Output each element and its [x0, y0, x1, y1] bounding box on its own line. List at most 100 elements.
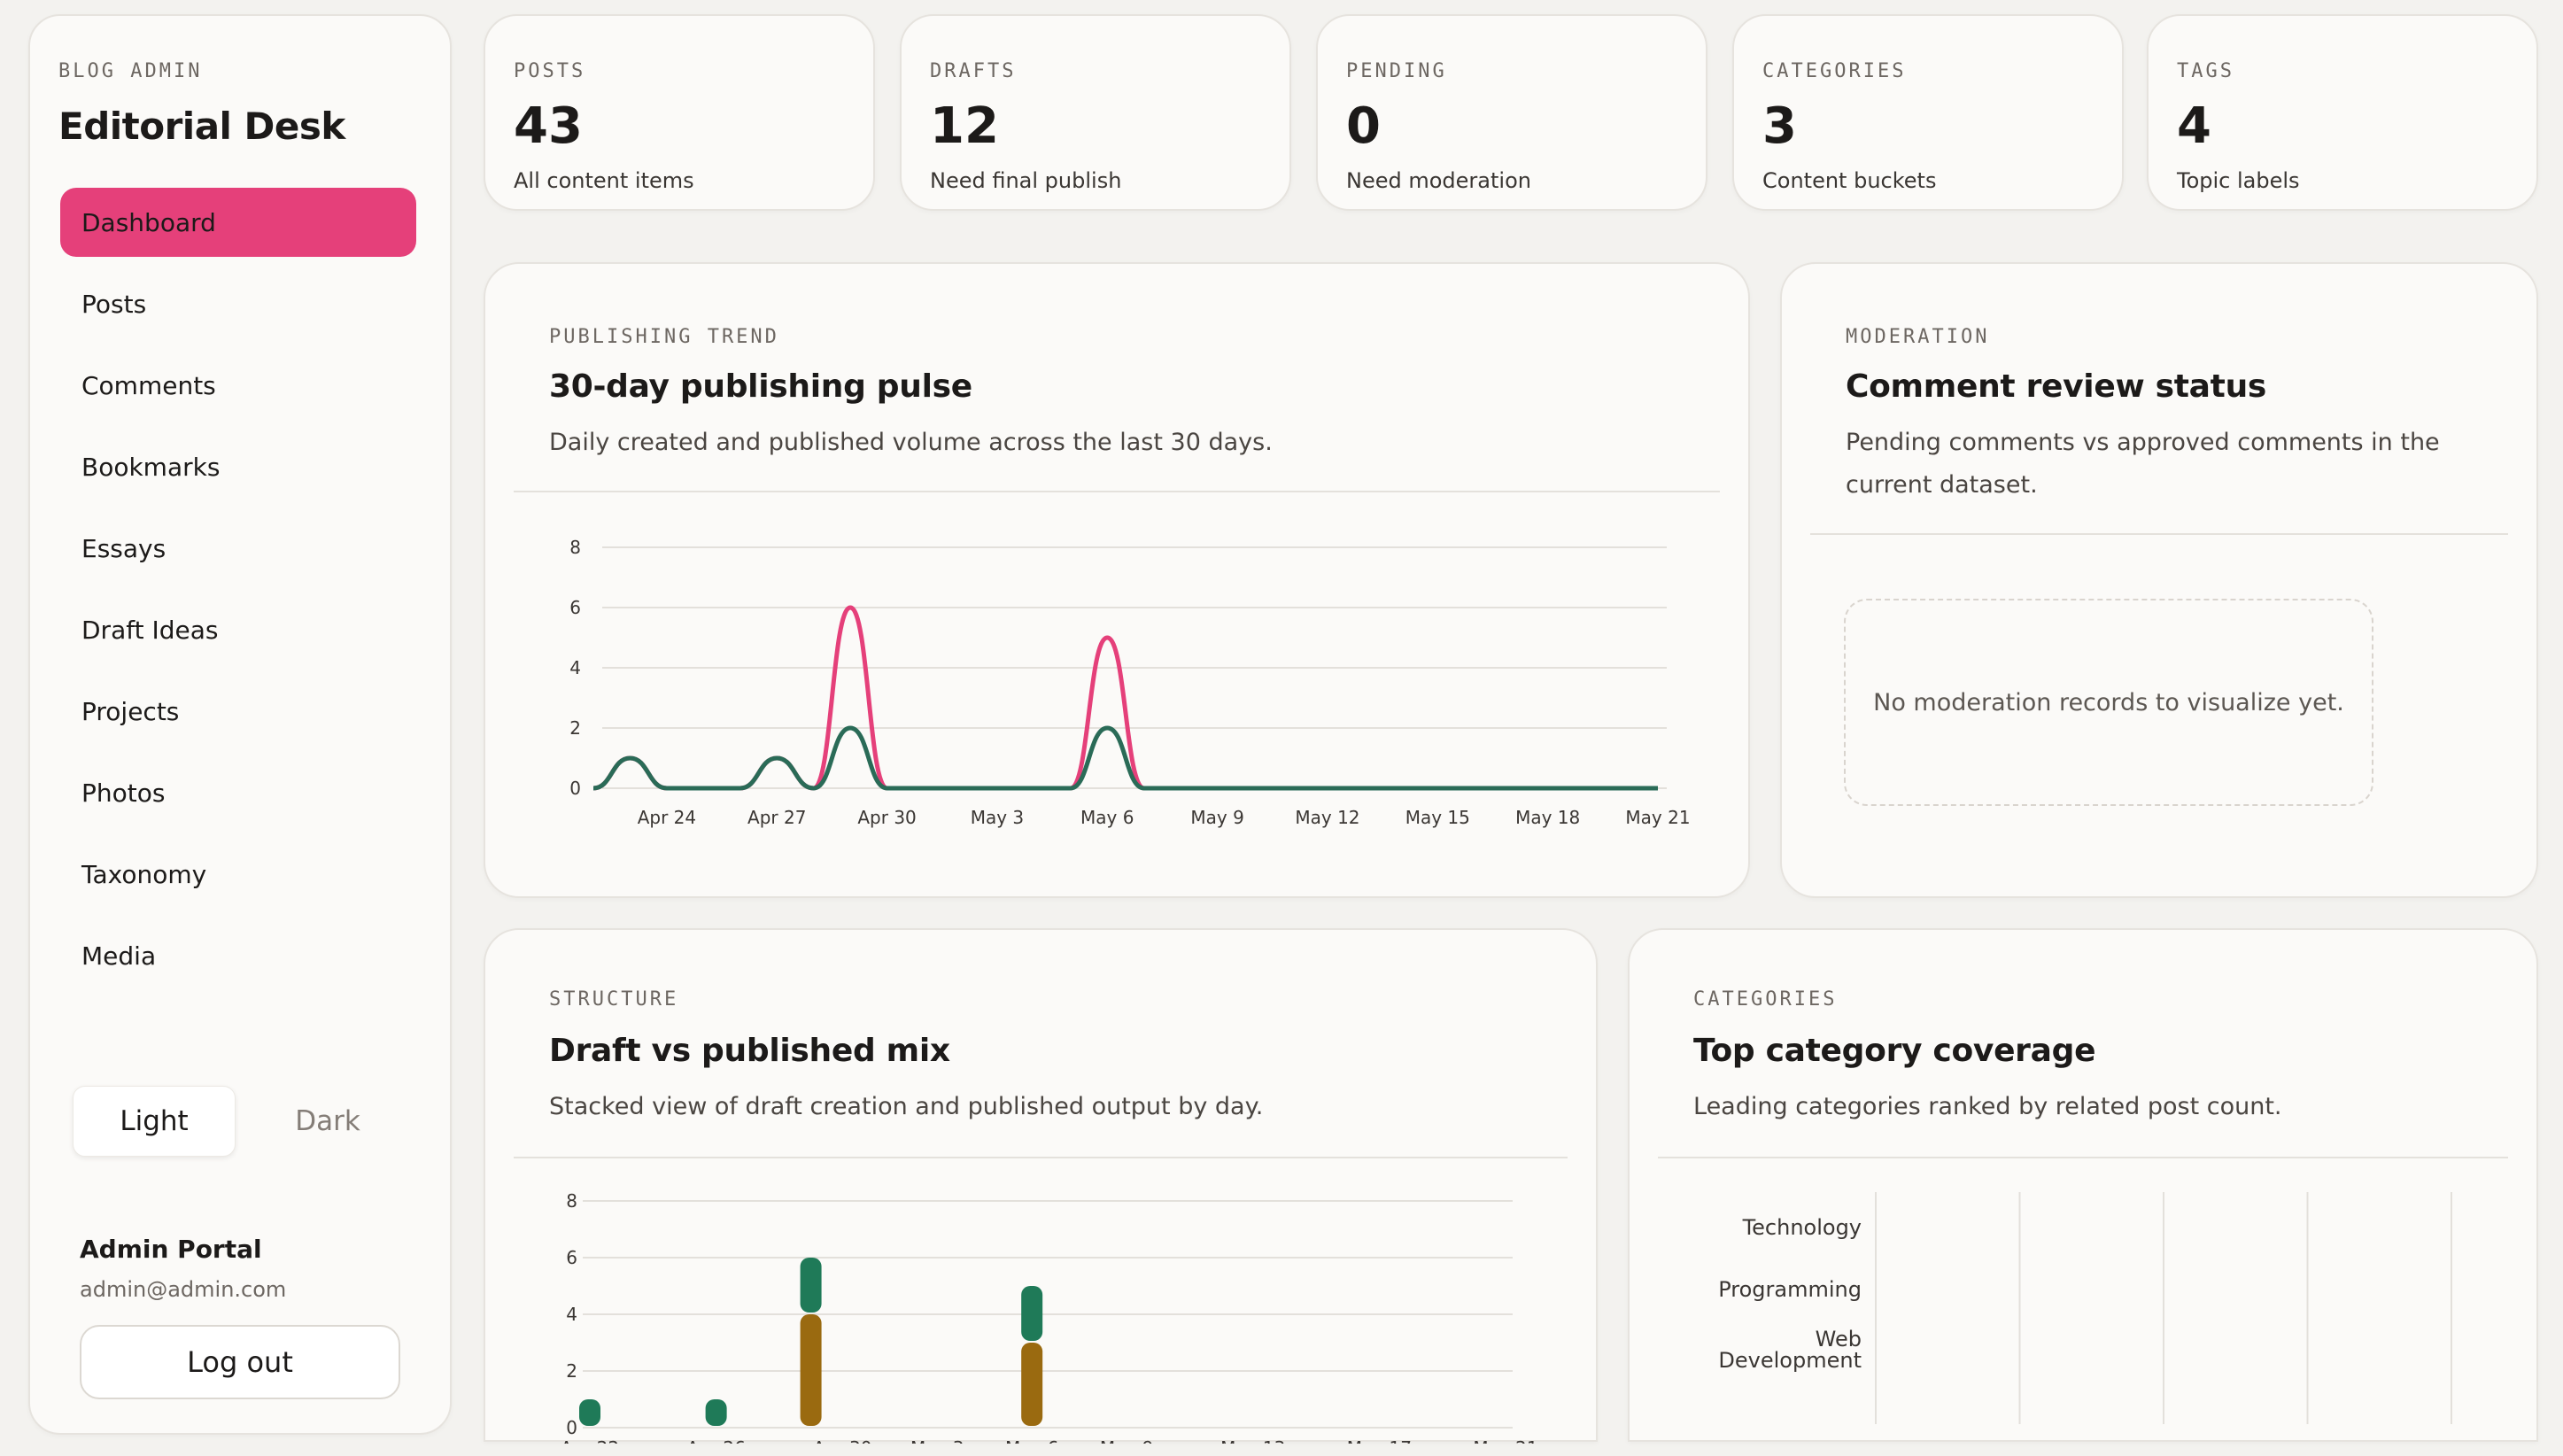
- nav-item-comments[interactable]: Comments: [81, 370, 216, 400]
- x-tick-label: 4: [2446, 1441, 2458, 1444]
- stat-card-posts: POSTS 43 All content items: [484, 14, 875, 211]
- stat-label: DRAFTS: [930, 60, 1017, 82]
- nav-item-media[interactable]: Media: [81, 941, 157, 971]
- category-label: Web: [1816, 1327, 1862, 1351]
- x-tick-label: May 12: [1295, 807, 1359, 828]
- stat-label: TAGS: [2177, 60, 2234, 82]
- x-tick-label: May 3: [910, 1437, 964, 1444]
- x-tick-label: May 13: [1220, 1437, 1285, 1444]
- stat-sub: All content items: [514, 168, 694, 193]
- stat-card-pending: PENDING 0 Need moderation: [1316, 14, 1707, 211]
- x-tick-label: May 9: [1100, 1437, 1153, 1444]
- stat-card-categories: CATEGORIES 3 Content buckets: [1732, 14, 2124, 211]
- logout-button[interactable]: Log out: [80, 1325, 400, 1399]
- panel-divider: [1658, 1157, 2508, 1158]
- nav-item-photos[interactable]: Photos: [81, 778, 166, 808]
- portal-name: Admin Portal: [80, 1235, 262, 1264]
- panel-eyebrow: STRUCTURE: [549, 988, 679, 1011]
- structure-panel: STRUCTURE Draft vs published mix Stacked…: [484, 928, 1598, 1444]
- category-label: Technology: [1742, 1215, 1862, 1240]
- x-tick-label: May 17: [1347, 1437, 1412, 1444]
- moderation-empty-state: No moderation records to visualize yet.: [1844, 599, 2373, 806]
- x-tick-label: 3: [2302, 1441, 2313, 1444]
- nav-item-projects[interactable]: Projects: [81, 696, 180, 726]
- y-tick-label: 4: [569, 657, 581, 678]
- panel-description-line: Pending comments vs approved comments in…: [1846, 429, 2440, 456]
- x-tick-label: May 6: [1005, 1437, 1058, 1444]
- publishing-line-chart: 0 2 4 6 8 Apr 24 Apr 27 Apr 30 May 3 May 6 May 9 Ma…: [569, 537, 1690, 828]
- x-tick-label: 0: [1870, 1441, 1882, 1444]
- category-label: Programming: [1718, 1277, 1862, 1302]
- x-tick-label: 1: [2014, 1441, 2025, 1444]
- panel-title: Top category coverage: [1693, 1033, 2096, 1069]
- panel-divider: [514, 1157, 1568, 1158]
- sidebar: BLOG ADMIN Editorial Desk Dashboard Post…: [28, 14, 452, 1435]
- y-tick-label: 8: [569, 537, 581, 558]
- stat-sub: Need moderation: [1346, 168, 1531, 193]
- stat-value: 43: [514, 97, 583, 155]
- x-tick-label: May 15: [1405, 807, 1470, 828]
- x-tick-label: Apr 26: [686, 1437, 745, 1444]
- panel-description: Daily created and published volume acros…: [549, 429, 1273, 456]
- x-tick-label: Apr 30: [813, 1437, 871, 1444]
- x-tick-label: 2: [2158, 1441, 2170, 1444]
- panel-description: Leading categories ranked by related pos…: [1693, 1093, 2282, 1120]
- panel-description: Stacked view of draft creation and publi…: [549, 1093, 1264, 1120]
- stat-value: 4: [2177, 97, 2211, 155]
- stacked-bar-segment: [579, 1399, 600, 1426]
- panel-eyebrow: CATEGORIES: [1693, 988, 1838, 1011]
- stat-sub: Need final publish: [930, 168, 1122, 193]
- stat-card-drafts: DRAFTS 12 Need final publish: [900, 14, 1291, 211]
- y-tick-label: 6: [569, 597, 581, 618]
- stacked-bar-segment: [1021, 1286, 1043, 1341]
- stat-value: 12: [930, 97, 999, 155]
- nav-item-essays[interactable]: Essays: [81, 533, 166, 563]
- publishing-trend-panel: PUBLISHING TREND 30-day publishing pulse…: [484, 262, 1750, 898]
- x-tick-label: Apr 22: [561, 1437, 619, 1444]
- stat-label: PENDING: [1346, 60, 1447, 82]
- nav-item-posts[interactable]: Posts: [81, 289, 147, 319]
- panel-title: Draft vs published mix: [549, 1033, 950, 1069]
- y-tick-label: 8: [566, 1190, 577, 1212]
- x-tick-label: May 3: [971, 807, 1024, 828]
- stacked-bar-segment: [1021, 1343, 1043, 1426]
- y-tick-label: 0: [566, 1417, 577, 1438]
- x-tick-label: May 21: [1625, 807, 1690, 828]
- panel-eyebrow: MODERATION: [1846, 326, 1990, 348]
- stat-value: 0: [1346, 97, 1381, 155]
- panel-divider: [1810, 533, 2508, 535]
- stat-sub: Topic labels: [2177, 168, 2300, 193]
- nav-item-bookmarks[interactable]: Bookmarks: [81, 452, 221, 482]
- x-tick-label: Apr 27: [747, 807, 806, 828]
- x-tick-label: May 9: [1190, 807, 1243, 828]
- y-tick-label: 0: [569, 778, 581, 799]
- panel-title: Comment review status: [1846, 368, 2267, 405]
- y-tick-label: 2: [566, 1360, 577, 1382]
- x-tick-label: Apr 24: [638, 807, 696, 828]
- stat-label: CATEGORIES: [1762, 60, 1907, 82]
- nav-item-dashboard[interactable]: Dashboard: [60, 188, 416, 257]
- brand-eyebrow: BLOG ADMIN: [58, 60, 203, 82]
- series-line: [592, 725, 1658, 791]
- nav-item-draft-ideas[interactable]: Draft Ideas: [81, 615, 219, 645]
- theme-dark-button[interactable]: Dark: [295, 1105, 360, 1137]
- stacked-bar-segment: [800, 1314, 822, 1426]
- stat-value: 3: [1762, 97, 1797, 155]
- panel-title: 30-day publishing pulse: [549, 368, 972, 405]
- x-tick-label: Apr 30: [857, 807, 916, 828]
- category-label: Development: [1718, 1348, 1862, 1373]
- x-tick-label: May 18: [1515, 807, 1580, 828]
- panel-description-line: current dataset.: [1846, 471, 2038, 499]
- panel-divider: [514, 491, 1720, 492]
- y-tick-label: 6: [566, 1247, 577, 1268]
- stat-card-tags: TAGS 4 Topic labels: [2147, 14, 2538, 211]
- y-tick-label: 2: [569, 717, 581, 739]
- nav-item-taxonomy[interactable]: Taxonomy: [81, 859, 207, 889]
- x-tick-label: May 21: [1473, 1437, 1537, 1444]
- theme-light-button[interactable]: Light: [73, 1086, 236, 1157]
- stacked-bar-chart: 0 2 4 6 8 Apr 22 Apr 26 Apr 30 May 3 May 6 May 9 Ma…: [561, 1190, 1538, 1444]
- stat-sub: Content buckets: [1762, 168, 1937, 193]
- panel-eyebrow: PUBLISHING TREND: [549, 326, 779, 348]
- portal-email: admin@admin.com: [80, 1277, 287, 1302]
- stat-label: POSTS: [514, 60, 586, 82]
